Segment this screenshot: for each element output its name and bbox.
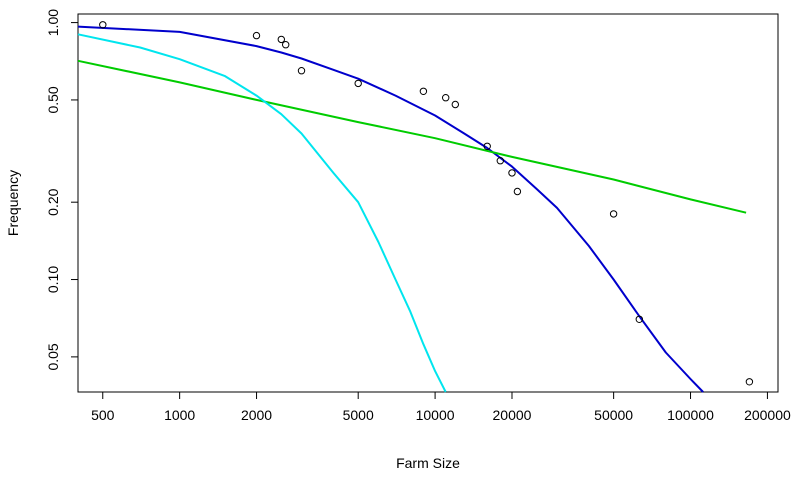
plot-frame xyxy=(77,13,779,393)
x-tick-label-2: 1000 xyxy=(164,407,195,423)
x-axis: 500 1000 2000 5000 10000 20000 50000 100000 2000… xyxy=(91,392,791,423)
data-point-1 xyxy=(99,21,107,29)
series-line-1 xyxy=(77,25,704,393)
data-point-13 xyxy=(513,187,522,196)
data-point-2 xyxy=(252,31,261,40)
data-point-5 xyxy=(297,67,306,75)
y-tick-label-3: 0.20 xyxy=(45,188,61,215)
x-tick-label-8: 100000 xyxy=(667,407,714,423)
y-axis-label: Frequency xyxy=(5,170,21,236)
x-tick-label-1: 500 xyxy=(91,407,115,423)
x-tick-label-4: 5000 xyxy=(343,407,374,423)
y-tick-label-1: 0.05 xyxy=(45,343,61,370)
x-tick-label-9: 200000 xyxy=(744,407,791,423)
data-point-9 xyxy=(451,100,459,109)
y-tick-label-4: 0.50 xyxy=(45,86,61,113)
y-tick-label-5: 1.00 xyxy=(45,9,61,36)
series-layer xyxy=(77,25,747,393)
x-tick-label-6: 20000 xyxy=(493,407,532,423)
y-tick-label-2: 0.10 xyxy=(45,266,61,293)
series-line-2 xyxy=(77,59,747,214)
x-tick-label-7: 50000 xyxy=(594,407,633,423)
points-layer xyxy=(99,21,754,386)
data-point-7 xyxy=(419,87,428,96)
series-line-3 xyxy=(77,33,447,393)
x-tick-label-3: 2000 xyxy=(241,407,272,423)
data-point-6 xyxy=(354,79,362,88)
y-axis: 0.05 0.10 0.20 0.50 1.00 xyxy=(45,9,78,371)
data-point-15 xyxy=(635,315,643,323)
data-point-10 xyxy=(483,142,491,151)
data-point-8 xyxy=(442,94,450,102)
data-point-3 xyxy=(277,35,285,44)
data-point-4 xyxy=(282,41,290,49)
data-point-16 xyxy=(745,378,754,386)
data-point-14 xyxy=(609,210,618,218)
data-point-11 xyxy=(496,157,504,165)
x-tick-label-5: 10000 xyxy=(416,407,455,423)
x-axis-label: Farm Size xyxy=(396,455,460,471)
data-point-12 xyxy=(508,169,516,177)
